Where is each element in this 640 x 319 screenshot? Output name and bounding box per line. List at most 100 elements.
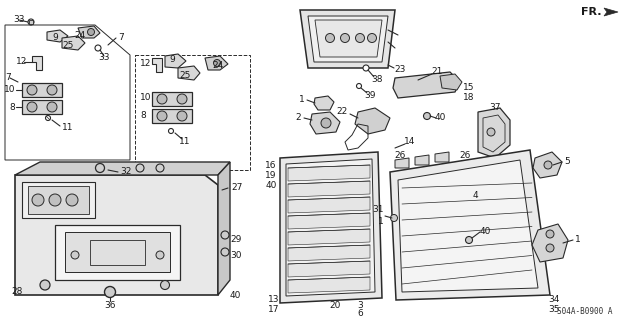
Text: 40: 40 — [266, 181, 276, 189]
Text: 11: 11 — [179, 137, 191, 146]
Circle shape — [355, 33, 365, 42]
Circle shape — [177, 111, 187, 121]
Polygon shape — [22, 83, 62, 97]
Polygon shape — [78, 26, 100, 38]
Text: 3: 3 — [357, 300, 363, 309]
Polygon shape — [478, 108, 510, 158]
Polygon shape — [532, 224, 568, 262]
Text: 15: 15 — [463, 84, 474, 93]
Polygon shape — [152, 58, 162, 72]
Circle shape — [326, 33, 335, 42]
Text: 7: 7 — [118, 33, 124, 42]
Polygon shape — [435, 152, 449, 162]
Text: 39: 39 — [364, 92, 376, 100]
Polygon shape — [415, 155, 429, 165]
Circle shape — [465, 236, 472, 243]
Text: 14: 14 — [404, 137, 416, 146]
Polygon shape — [55, 225, 180, 280]
Text: 24: 24 — [212, 61, 223, 70]
Text: 1: 1 — [378, 218, 384, 226]
Text: FR.: FR. — [582, 7, 602, 17]
Circle shape — [95, 45, 101, 51]
Polygon shape — [288, 261, 370, 277]
Polygon shape — [47, 30, 68, 42]
Polygon shape — [395, 158, 409, 168]
Circle shape — [28, 19, 34, 25]
Polygon shape — [32, 56, 42, 70]
Polygon shape — [288, 229, 370, 245]
Text: 37: 37 — [489, 103, 500, 113]
Text: 10: 10 — [140, 93, 152, 102]
Polygon shape — [152, 109, 192, 123]
Text: 22: 22 — [337, 108, 348, 116]
Text: 38: 38 — [371, 76, 383, 85]
Polygon shape — [288, 245, 370, 261]
Circle shape — [136, 164, 144, 172]
Polygon shape — [288, 213, 370, 229]
Circle shape — [340, 33, 349, 42]
Text: 30: 30 — [230, 250, 241, 259]
Text: 12: 12 — [140, 58, 152, 68]
Text: 5: 5 — [564, 158, 570, 167]
Circle shape — [221, 248, 229, 256]
Text: 9: 9 — [52, 33, 58, 42]
Text: 25: 25 — [179, 70, 191, 79]
Circle shape — [221, 231, 229, 239]
Text: 21: 21 — [431, 68, 443, 77]
Circle shape — [214, 60, 221, 66]
Polygon shape — [280, 152, 382, 303]
Polygon shape — [205, 56, 228, 70]
Text: 31: 31 — [372, 205, 384, 214]
Circle shape — [71, 251, 79, 259]
Circle shape — [27, 85, 37, 95]
Text: S04A-B0900 A: S04A-B0900 A — [557, 308, 612, 316]
Text: 19: 19 — [265, 170, 276, 180]
Circle shape — [88, 28, 95, 35]
Text: 36: 36 — [104, 300, 116, 309]
Circle shape — [367, 33, 376, 42]
Text: 28: 28 — [11, 287, 22, 296]
Polygon shape — [393, 72, 460, 98]
Polygon shape — [315, 20, 382, 57]
Polygon shape — [300, 10, 395, 68]
Polygon shape — [152, 92, 192, 106]
Text: 25: 25 — [62, 41, 74, 49]
Text: 1: 1 — [299, 95, 305, 105]
Polygon shape — [288, 277, 370, 293]
Circle shape — [546, 230, 554, 238]
Text: 18: 18 — [463, 93, 474, 102]
Polygon shape — [29, 20, 33, 24]
Text: 4: 4 — [472, 190, 478, 199]
Polygon shape — [178, 66, 200, 80]
Polygon shape — [15, 175, 218, 295]
Circle shape — [157, 111, 167, 121]
Text: 7: 7 — [5, 73, 11, 83]
Polygon shape — [62, 36, 85, 50]
Text: 26: 26 — [394, 151, 406, 160]
Text: 17: 17 — [268, 306, 279, 315]
Text: 34: 34 — [548, 295, 559, 305]
Circle shape — [95, 164, 104, 173]
Polygon shape — [286, 159, 375, 296]
Text: 9: 9 — [169, 56, 175, 64]
Circle shape — [363, 65, 369, 71]
Polygon shape — [604, 8, 618, 16]
Text: 6: 6 — [357, 308, 363, 317]
Circle shape — [32, 194, 44, 206]
Bar — [135, 55, 250, 170]
Polygon shape — [398, 160, 538, 292]
Polygon shape — [310, 112, 340, 134]
Text: 1: 1 — [575, 235, 580, 244]
Text: 16: 16 — [265, 160, 276, 169]
Text: 27: 27 — [231, 183, 243, 192]
Polygon shape — [28, 186, 89, 214]
Text: 20: 20 — [330, 300, 340, 309]
Circle shape — [168, 129, 173, 133]
Text: 12: 12 — [16, 57, 28, 66]
Text: 29: 29 — [230, 235, 241, 244]
Text: 8: 8 — [140, 110, 146, 120]
Text: 2: 2 — [295, 114, 301, 122]
Text: 8: 8 — [9, 102, 15, 112]
Circle shape — [66, 194, 78, 206]
Polygon shape — [314, 96, 334, 110]
